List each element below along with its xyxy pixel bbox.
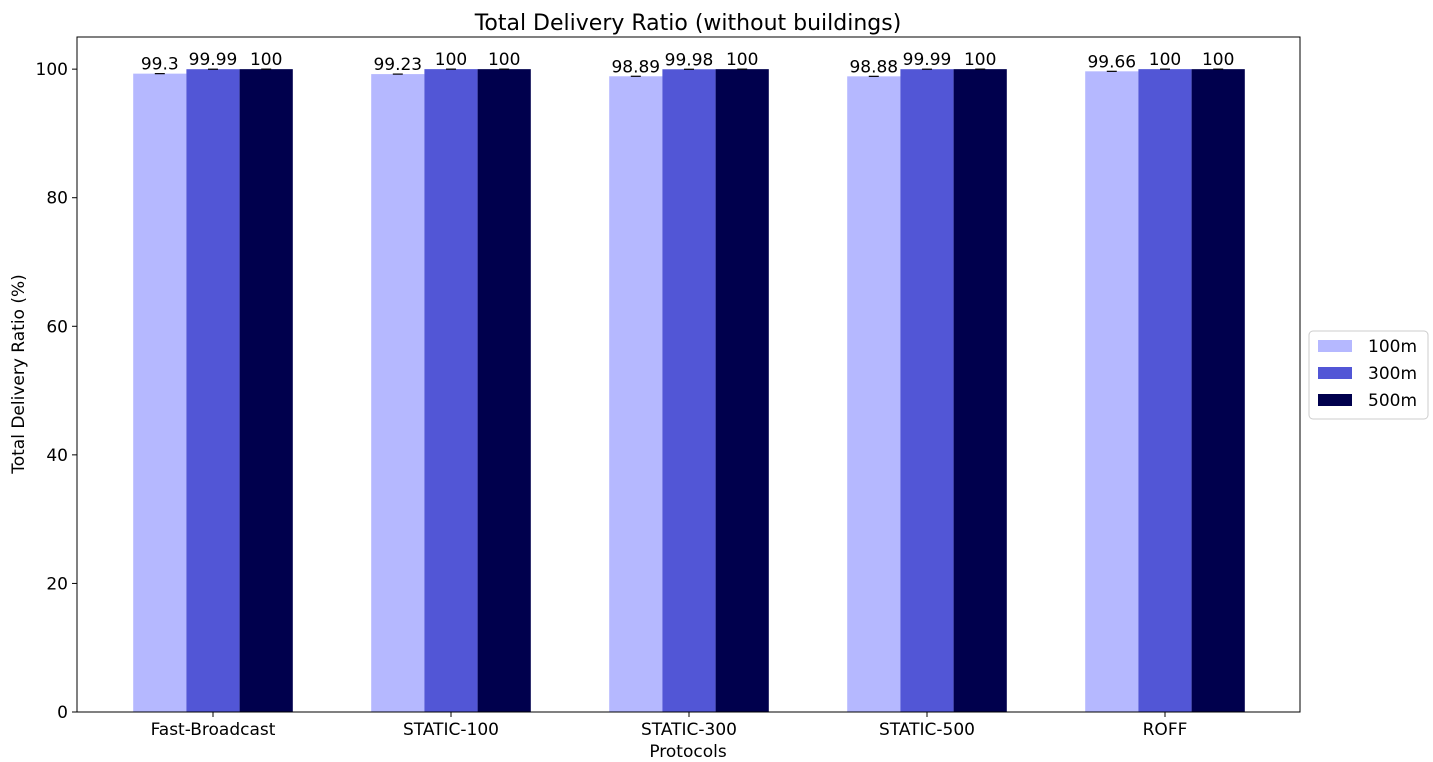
bar-100m-0 (133, 73, 187, 712)
x-tick-label-3: STATIC-500 (879, 720, 975, 740)
data-label-300m-1: 100 (435, 50, 467, 70)
bar-500m-3 (953, 69, 1007, 712)
data-label-300m-0: 99.99 (189, 50, 238, 70)
data-label-100m-4: 99.66 (1087, 52, 1136, 72)
x-axis: Fast-Broadcast STATIC-100 STATIC-300 STATIC… (151, 712, 1188, 740)
y-axis: 0 20 40 60 80 100 (36, 60, 77, 723)
bar-100m-4 (1085, 71, 1139, 713)
legend: 100m 300m 500m (1308, 330, 1429, 420)
x-axis-label: Protocols (649, 742, 727, 762)
bar-100m-2 (609, 76, 663, 713)
legend-label-300m: 300m (1368, 364, 1417, 384)
bar-300m-2 (662, 69, 716, 713)
x-tick-label-2: STATIC-300 (641, 720, 737, 740)
data-label-500m-4: 100 (1202, 50, 1234, 70)
data-label-100m-1: 99.23 (373, 55, 422, 75)
bar-300m-3 (900, 69, 954, 712)
data-label-500m-2: 100 (726, 50, 758, 70)
legend-swatch-100m (1318, 340, 1352, 352)
legend-swatch-300m (1318, 367, 1352, 379)
bar-100m-1 (371, 74, 425, 713)
data-label-500m-0: 100 (250, 50, 282, 70)
y-tick-label-2: 40 (46, 446, 68, 466)
chart-title: Total Delivery Ratio (without buildings) (474, 11, 902, 36)
bar-300m-0 (186, 69, 240, 712)
data-label-300m-4: 100 (1149, 50, 1181, 70)
y-tick-label-5: 100 (36, 60, 68, 80)
data-label-500m-3: 100 (964, 50, 996, 70)
data-label-100m-2: 98.89 (611, 57, 660, 77)
data-labels-group: 99.3 99.99 100 99.23 100 100 98.89 99.98 100 98.8… (141, 50, 1235, 77)
y-tick-label-0: 0 (57, 703, 68, 723)
data-label-300m-2: 99.98 (665, 50, 714, 70)
x-tick-label-4: ROFF (1143, 720, 1188, 740)
bar-300m-1 (424, 69, 478, 712)
x-tick-label-1: STATIC-100 (403, 720, 499, 740)
bar-500m-2 (715, 69, 769, 712)
data-label-100m-0: 99.3 (141, 55, 179, 75)
bar-500m-4 (1191, 69, 1245, 712)
bar-300m-4 (1138, 69, 1192, 712)
data-label-500m-1: 100 (488, 50, 520, 70)
legend-label-500m: 500m (1368, 391, 1417, 411)
y-axis-label: Total Delivery Ratio (%) (9, 274, 29, 475)
x-tick-label-0: Fast-Broadcast (151, 720, 276, 740)
data-label-300m-3: 99.99 (903, 50, 952, 70)
bar-500m-0 (239, 69, 293, 712)
y-tick-label-4: 80 (46, 189, 68, 209)
y-tick-label-3: 60 (46, 317, 68, 337)
bar-100m-3 (847, 76, 901, 713)
legend-label-100m: 100m (1368, 337, 1417, 357)
bar-500m-1 (477, 69, 531, 712)
data-label-100m-3: 98.88 (849, 57, 898, 77)
legend-swatch-500m (1318, 394, 1352, 406)
y-tick-label-1: 20 (46, 574, 68, 594)
bars-group (133, 68, 1245, 713)
